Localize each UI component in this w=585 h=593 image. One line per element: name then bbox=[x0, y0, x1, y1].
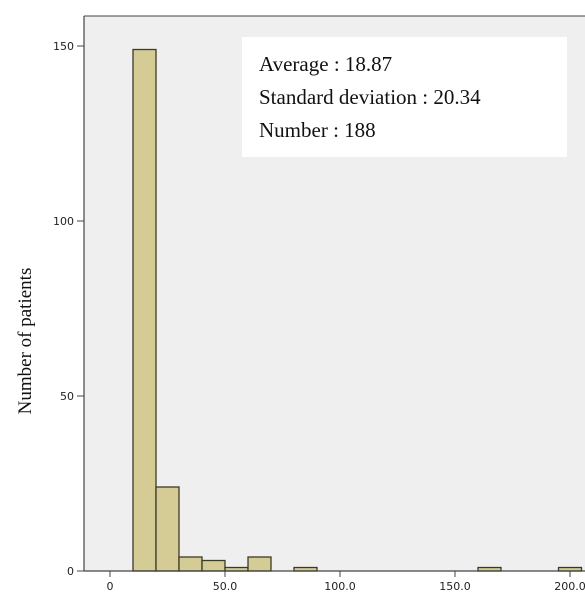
x-tick-label: 200.0 bbox=[554, 580, 585, 593]
x-tick-label: 0 bbox=[107, 580, 114, 593]
stats-standard-deviation: Standard deviation : 20.34 bbox=[259, 85, 481, 109]
histogram-bar bbox=[132, 48, 157, 572]
y-tick-label: 100 bbox=[53, 215, 74, 228]
x-ticks-group: 0 50.0 100.0 150.0 200.0 bbox=[107, 571, 585, 593]
histogram-bar bbox=[155, 486, 180, 572]
y-tick-label: 50 bbox=[60, 390, 74, 403]
bars-group bbox=[132, 48, 583, 572]
y-ticks-group: 0 50 100 150 bbox=[53, 40, 84, 578]
x-tick-label: 50.0 bbox=[213, 580, 238, 593]
y-tick-label: 0 bbox=[67, 565, 74, 578]
y-tick-label: 150 bbox=[53, 40, 74, 53]
histogram-bar bbox=[178, 556, 203, 572]
stats-box: Average : 18.87 Standard deviation : 20.… bbox=[242, 37, 567, 157]
stats-number: Number : 188 bbox=[259, 118, 376, 142]
stats-average: Average : 18.87 bbox=[259, 52, 392, 76]
x-tick-label: 100.0 bbox=[324, 580, 356, 593]
x-tick-label: 150.0 bbox=[439, 580, 471, 593]
stats-box-background bbox=[242, 37, 567, 157]
y-axis-title: Number of patients bbox=[15, 268, 36, 415]
histogram-bar bbox=[247, 556, 272, 572]
histogram-bar bbox=[201, 559, 226, 572]
